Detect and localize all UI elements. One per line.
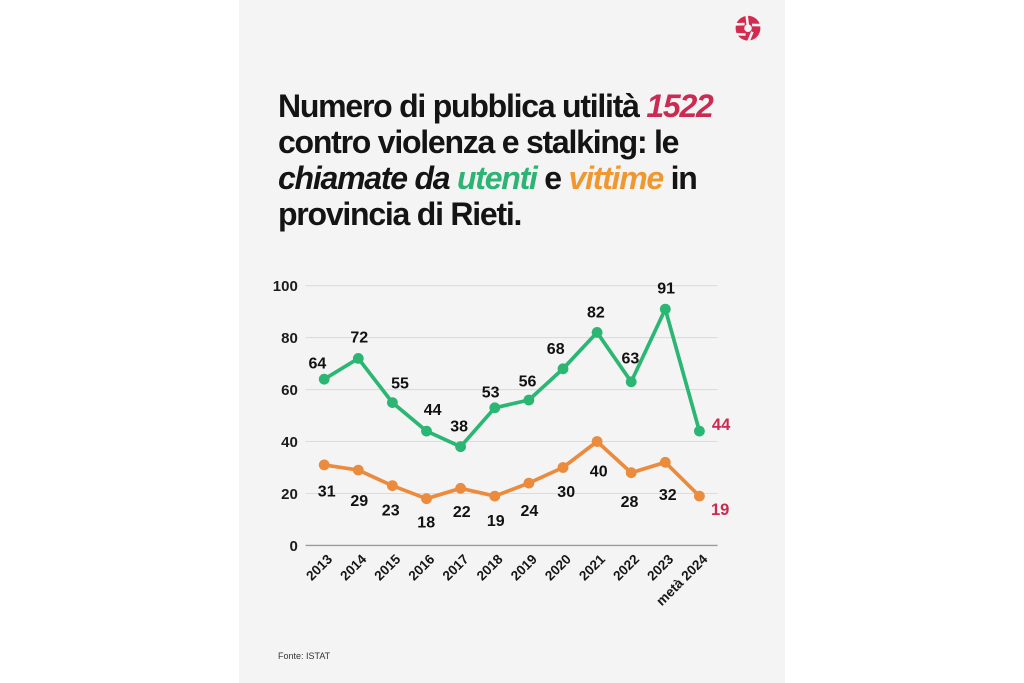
svg-text:22: 22 (453, 504, 471, 521)
svg-text:82: 82 (587, 305, 605, 322)
svg-text:2013: 2013 (303, 551, 335, 583)
svg-text:91: 91 (657, 280, 675, 297)
svg-text:63: 63 (622, 351, 640, 368)
svg-text:2022: 2022 (610, 551, 642, 583)
svg-text:24: 24 (521, 503, 539, 520)
svg-text:29: 29 (350, 493, 368, 510)
svg-text:38: 38 (450, 418, 468, 435)
svg-text:23: 23 (382, 502, 400, 519)
svg-text:56: 56 (519, 373, 537, 390)
svg-text:2014: 2014 (337, 551, 369, 583)
svg-text:80: 80 (281, 330, 298, 347)
svg-text:2018: 2018 (474, 551, 506, 583)
svg-text:2020: 2020 (542, 552, 574, 584)
svg-text:40: 40 (281, 434, 298, 451)
svg-text:2021: 2021 (576, 551, 608, 583)
svg-text:55: 55 (391, 376, 409, 393)
svg-text:44: 44 (424, 402, 442, 419)
svg-text:20: 20 (281, 486, 298, 503)
svg-text:2015: 2015 (371, 551, 403, 583)
svg-text:2017: 2017 (440, 552, 472, 584)
svg-text:2016: 2016 (406, 551, 438, 583)
svg-text:18: 18 (417, 515, 435, 532)
svg-text:28: 28 (621, 494, 639, 511)
svg-text:40: 40 (590, 464, 608, 481)
svg-text:60: 60 (281, 382, 298, 399)
svg-text:31: 31 (318, 483, 336, 500)
svg-text:2019: 2019 (508, 551, 540, 583)
svg-text:100: 100 (273, 278, 298, 295)
svg-text:64: 64 (309, 355, 327, 372)
svg-text:32: 32 (659, 487, 677, 504)
svg-text:53: 53 (482, 385, 500, 402)
svg-text:19: 19 (711, 501, 729, 519)
svg-text:0: 0 (289, 538, 297, 555)
svg-text:72: 72 (350, 329, 368, 346)
svg-text:44: 44 (712, 416, 731, 434)
svg-text:68: 68 (547, 341, 565, 358)
svg-text:19: 19 (487, 513, 505, 530)
svg-text:30: 30 (557, 484, 575, 501)
